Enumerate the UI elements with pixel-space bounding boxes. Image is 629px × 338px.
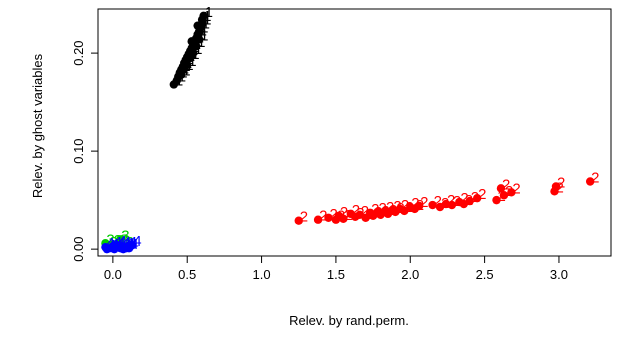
data-point (400, 206, 409, 216)
series-4: 444444444444444 (101, 233, 142, 254)
point-label: 2 (352, 202, 360, 219)
point-label: 2 (329, 206, 337, 223)
point-label: 2 (361, 203, 369, 220)
data-points: 1111111111111111111111111111112222222222… (101, 4, 600, 254)
point-label: 1 (199, 14, 207, 31)
point-label: 2 (512, 180, 520, 197)
data-point (447, 200, 457, 210)
data-point (492, 195, 501, 205)
point-label: 2 (411, 195, 419, 212)
point-label: 2 (591, 170, 599, 187)
data-point (193, 21, 202, 30)
data-point (499, 191, 509, 200)
point-label: 2 (420, 194, 428, 211)
y-axis-title: Relev. by ghost variables (30, 53, 45, 198)
data-point (313, 215, 323, 224)
point-label: 2 (478, 186, 486, 203)
data-point (294, 216, 303, 225)
series-1: 111111111111111111111111111111 (169, 4, 213, 89)
point-label: 3 (123, 233, 131, 250)
point-label: 3 (106, 231, 114, 248)
y-tick-label: 0.10 (71, 138, 86, 163)
x-tick-label: 0.0 (104, 267, 122, 282)
point-label: 2 (340, 204, 348, 221)
series-2: 22222222222222222222222222222222222222 (294, 170, 600, 226)
x-tick-label: 1.0 (253, 267, 271, 282)
x-axis: 0.0 0.5 1.0 1.5 2.0 2.5 3.0 (104, 255, 568, 282)
y-axis: 0.00 0.10 0.20 (71, 40, 99, 262)
x-tick-label: 2.5 (476, 267, 494, 282)
point-label: 1 (200, 27, 208, 44)
data-point (188, 48, 198, 58)
data-point (324, 213, 333, 222)
x-tick-label: 1.5 (327, 267, 345, 282)
data-point (428, 200, 437, 210)
x-axis-title: Relev. by rand.perm. (289, 313, 409, 328)
x-tick-label: 0.5 (178, 267, 196, 282)
data-point (339, 214, 348, 223)
point-label: 1 (203, 12, 211, 29)
y-tick-label: 0.20 (71, 40, 86, 65)
point-label: 2 (460, 190, 468, 207)
data-point (472, 193, 482, 203)
data-point (128, 241, 137, 250)
data-point (194, 35, 204, 44)
data-point (183, 60, 192, 70)
x-tick-label: 2.0 (401, 267, 419, 282)
point-label: 3 (121, 227, 129, 244)
point-label: 2 (401, 197, 409, 214)
point-label: 2 (319, 208, 327, 225)
x-tick-label: 3.0 (550, 267, 568, 282)
data-point (414, 201, 424, 211)
point-label: 2 (300, 209, 308, 226)
point-label: 2 (557, 174, 565, 191)
point-label: 2 (434, 193, 442, 210)
point-label: 2 (447, 192, 455, 209)
data-point (465, 196, 474, 206)
data-point (585, 177, 595, 186)
data-point (496, 184, 506, 193)
data-point (507, 188, 516, 197)
point-label: 2 (502, 176, 510, 193)
data-point (199, 11, 208, 21)
y-tick-label: 0.00 (71, 236, 86, 261)
data-point (551, 182, 561, 191)
point-label: 4 (118, 233, 126, 250)
point-label: 1 (205, 4, 213, 21)
point-label: 1 (193, 29, 201, 46)
point-label: 4 (133, 233, 141, 250)
data-point (187, 37, 196, 46)
